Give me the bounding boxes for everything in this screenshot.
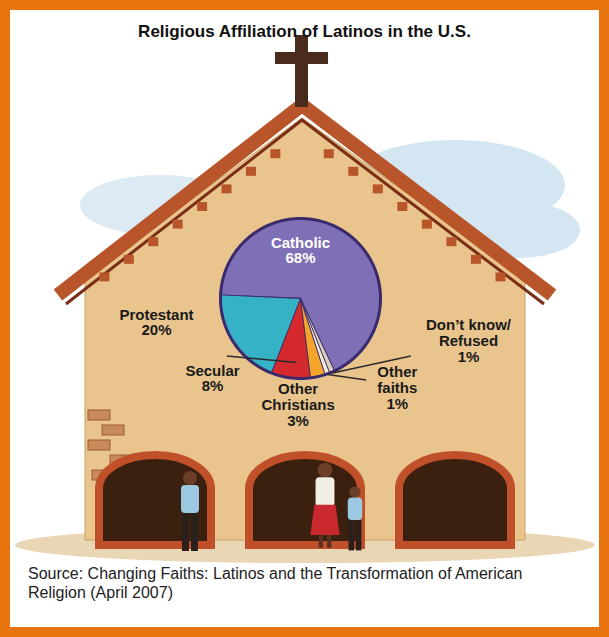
svg-text:Secular8%: Secular8%: [185, 362, 239, 395]
svg-text:Otherfaiths1%: Otherfaiths1%: [377, 363, 417, 412]
html-text:Religious Affiliation of Latin: Religious Affiliation of Latinos in the …: [138, 22, 471, 41]
svg-text:Protestant20%: Protestant20%: [119, 306, 193, 339]
svg-text:Catholic68%: Catholic68%: [271, 234, 330, 267]
html-text:Source: Changing Faiths: Latin: Source: Changing Faiths: Latinos and the…: [28, 565, 523, 602]
svg-text:OtherChristians3%: OtherChristians3%: [261, 380, 334, 429]
svg-text:Don’t know/Refused1%: Don’t know/Refused1%: [426, 316, 512, 365]
